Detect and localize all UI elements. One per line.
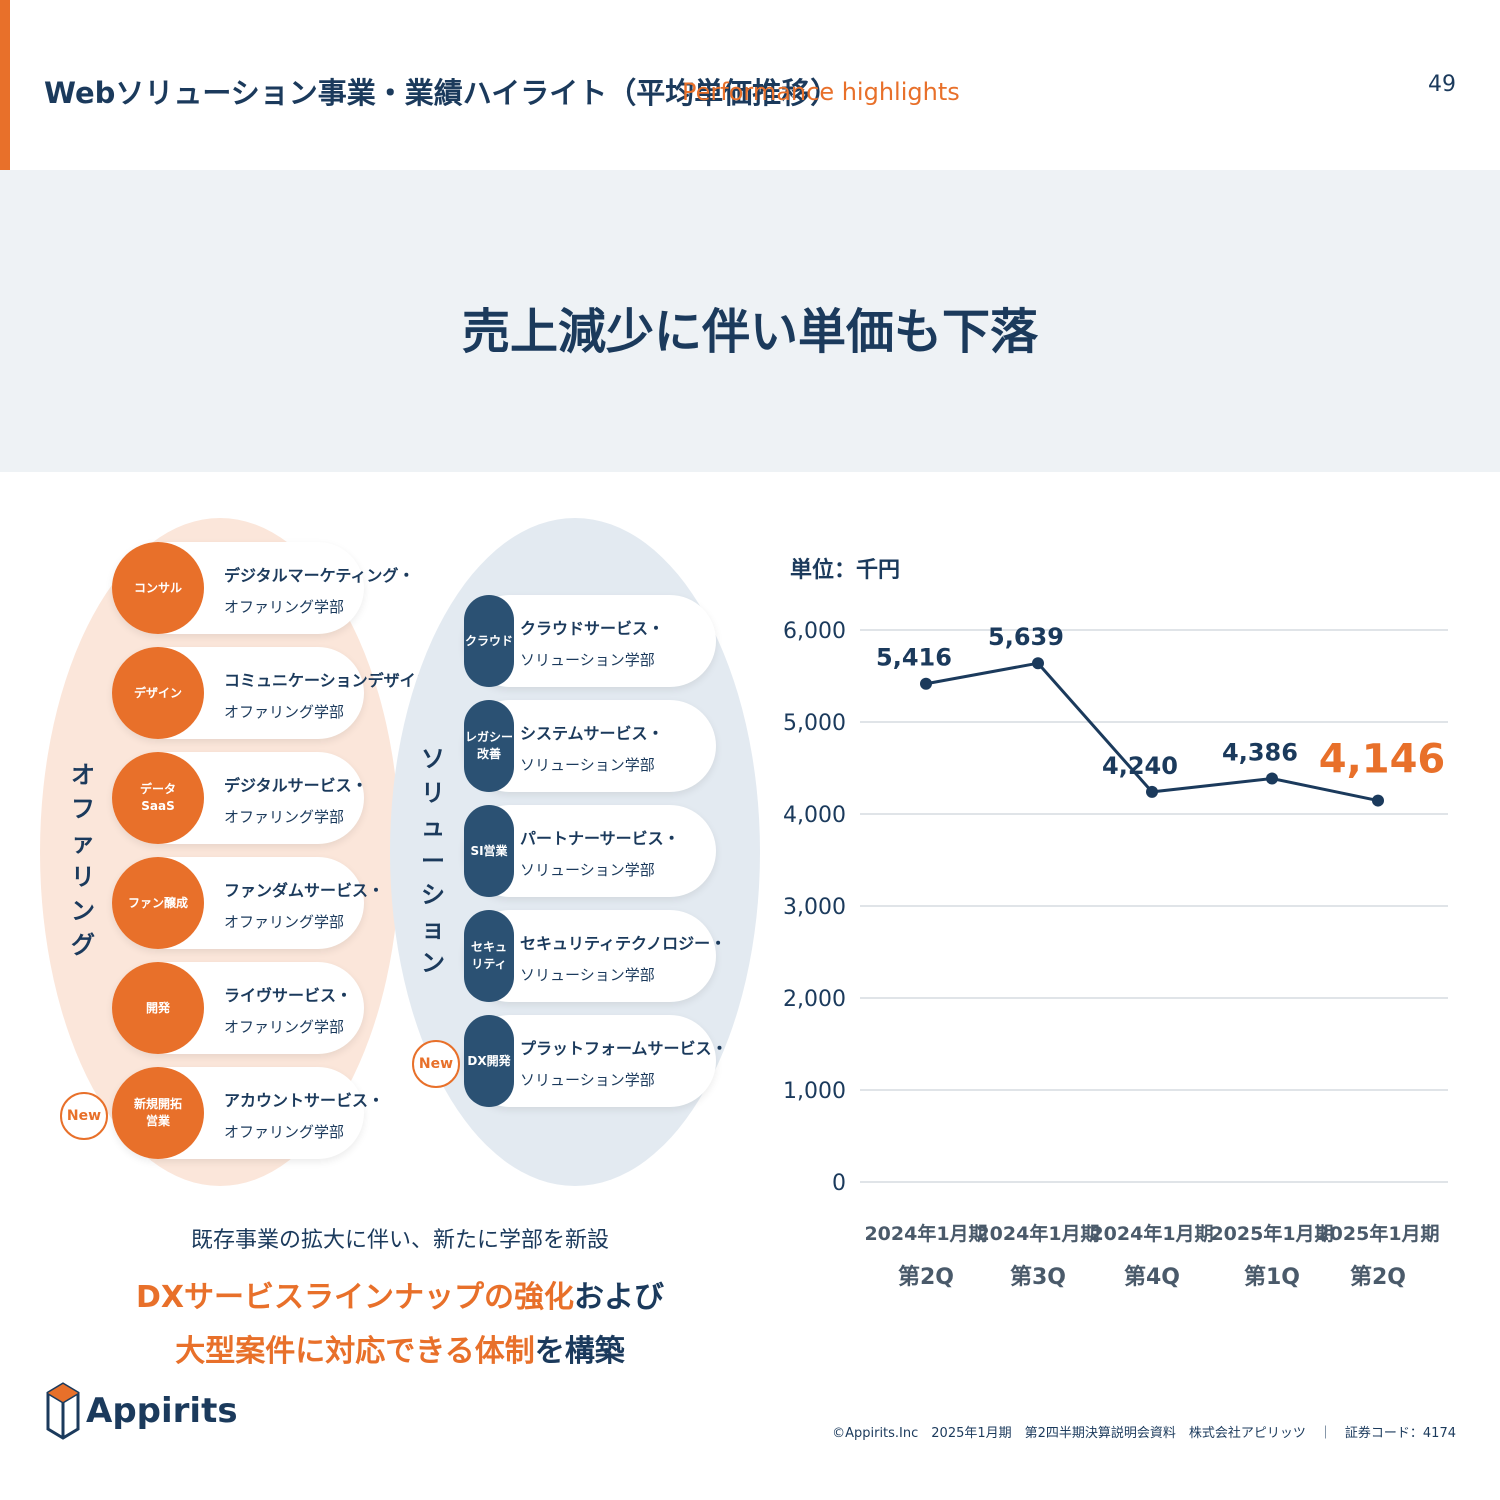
caption-line-2-rest: および (574, 1280, 665, 1315)
solution-card: セキュ リティ セキュリティテクノロジー・ ソリューション学部 (464, 910, 726, 1002)
x-tick-label-quarter: 第3Q (1010, 1264, 1066, 1290)
solution-card: レガシー 改善 システムサービス・ ソリューション学部 (464, 700, 716, 792)
data-point (1372, 794, 1384, 807)
offer-card: 新規開拓 営業 アカウントサービス・ オファリング学部 (112, 1067, 384, 1159)
y-tick-label: 5,000 (783, 711, 846, 736)
headline: 売上減少に伴い単価も下落 (461, 304, 1038, 360)
data-point (920, 677, 932, 690)
offering-label: オファリング (71, 761, 95, 959)
x-tick-label-year: 2025年1月期 (1316, 1222, 1439, 1245)
y-tick-label: 0 (832, 1171, 846, 1196)
card-title: デジタルマーケティング・ (224, 566, 415, 585)
card-subtitle: ソリューション学部 (520, 651, 655, 669)
card-subtitle: オファリング学部 (224, 913, 345, 931)
page-title: Webソリューション事業・業績ハイライト（平均単価推移） (44, 76, 840, 110)
card-title: クラウドサービス・ (520, 619, 665, 638)
card-title: システムサービス・ (520, 724, 664, 743)
solution-label: ソリューション (421, 745, 445, 977)
card-title: デジタルサービス・ (224, 776, 368, 795)
solution-card: クラウド クラウドサービス・ ソリューション学部 (464, 595, 716, 687)
x-tick-label-year: 2024年1月期 (864, 1222, 987, 1245)
y-tick-label: 3,000 (783, 895, 846, 920)
card-tag-circle: DX開発 (464, 1015, 514, 1107)
card-title: コミュニケーションデザイン・ (224, 671, 448, 690)
logo-text: Appirits (86, 1391, 238, 1431)
card-tag-circle: SI営業 (464, 805, 514, 897)
card-tag-circle: レガシー 改善 (464, 700, 514, 792)
caption-line-3: 大型案件に対応できる体制を構築 (0, 1326, 800, 1370)
y-tick-label: 2,000 (783, 987, 846, 1012)
accent-bar (0, 0, 10, 170)
footer-text: ©Appirits.Inc 2025年1月期 第2四半期決算説明会資料 株式会社… (832, 1426, 1456, 1441)
card-subtitle: ソリューション学部 (520, 1071, 655, 1089)
card-subtitle: オファリング学部 (224, 598, 345, 616)
offer-card: データ SaaS デジタルサービス・ オファリング学部 (112, 752, 368, 844)
card-subtitle: オファリング学部 (224, 703, 345, 721)
series-line (925, 661, 1379, 803)
x-tick-label-year: 2024年1月期 (1090, 1222, 1213, 1245)
card-tag-circle: データ SaaS (112, 752, 204, 844)
card-title: パートナーサービス・ (520, 829, 680, 848)
x-tick-label-quarter: 第1Q (1244, 1264, 1300, 1290)
solution-card: SI営業 パートナーサービス・ ソリューション学部 (464, 805, 716, 897)
cube-logo-icon (46, 1382, 80, 1440)
x-tick-label-quarter: 第4Q (1124, 1264, 1180, 1290)
data-label: 4,146 (1319, 737, 1446, 783)
new-badge-solution: New (412, 1040, 460, 1088)
offer-card: 開発 ライヴサービス・ オファリング学部 (112, 962, 364, 1054)
card-tag-circle: 開発 (112, 962, 204, 1054)
new-badge-offering: New (60, 1092, 108, 1140)
y-tick-label: 1,000 (783, 1079, 846, 1104)
x-tick-label-quarter: 第2Q (1350, 1264, 1406, 1290)
y-tick-label: 6,000 (783, 619, 846, 644)
card-subtitle: オファリング学部 (224, 808, 345, 826)
caption-line-3-highlight: 大型案件に対応できる体制 (175, 1334, 535, 1369)
x-tick-label-quarter: 第2Q (898, 1264, 954, 1290)
card-tag-circle: デザイン (112, 647, 204, 739)
page-subtitle: Performance highlights (682, 78, 960, 106)
caption-line-1: 既存事業の拡大に伴い、新たに学部を新設 (190, 1228, 609, 1253)
card-tag-circle: クラウド (464, 595, 514, 687)
offer-card: ファン醸成 ファンダムサービス・ オファリング学部 (112, 857, 384, 949)
card-title: ライヴサービス・ (224, 986, 353, 1005)
card-title: セキュリティテクノロジー・ (520, 934, 727, 953)
data-label: 4,386 (1222, 738, 1298, 766)
page-number: 49 (1428, 72, 1456, 97)
card-subtitle: オファリング学部 (224, 1123, 345, 1141)
caption-line-2-highlight: DXサービスラインナップの強化 (135, 1280, 575, 1315)
data-point (1146, 785, 1158, 798)
data-label: 5,416 (876, 644, 952, 672)
data-point (1266, 772, 1278, 785)
data-label: 5,639 (988, 623, 1064, 651)
card-subtitle: ソリューション学部 (520, 756, 655, 774)
x-tick-label-year: 2025年1月期 (1210, 1222, 1333, 1245)
card-tag-circle: セキュ リティ (464, 910, 514, 1002)
data-label: 4,240 (1102, 752, 1178, 780)
company-logo: Appirits (46, 1382, 238, 1440)
average-price-line-chart: 0 1,000 2,000 3,000 4,000 5,000 6,000 5,416 5,63… (783, 619, 1448, 1290)
offer-card: デザイン コミュニケーションデザイン・ オファリング学部 (112, 647, 448, 739)
card-subtitle: ソリューション学部 (520, 966, 655, 984)
card-title: プラットフォームサービス・ (520, 1039, 728, 1058)
solution-card: DX開発 プラットフォームサービス・ ソリューション学部 (464, 1015, 728, 1107)
offer-card: コンサル デジタルマーケティング・ オファリング学部 (112, 542, 414, 634)
x-tick-label-year: 2024年1月期 (976, 1222, 1099, 1245)
card-tag-circle: コンサル (112, 542, 204, 634)
card-tag-circle: ファン醸成 (112, 857, 204, 949)
card-title: アカウントサービス・ (224, 1091, 385, 1110)
data-point (1032, 657, 1044, 670)
card-title: ファンダムサービス・ (224, 881, 385, 900)
y-tick-label: 4,000 (783, 803, 846, 828)
card-subtitle: オファリング学部 (224, 1018, 345, 1036)
caption-line-2: DXサービスラインナップの強化および (0, 1272, 800, 1316)
card-tag-circle: 新規開拓 営業 (112, 1067, 204, 1159)
caption-line-3-rest: を構築 (534, 1334, 625, 1369)
card-subtitle: ソリューション学部 (520, 861, 655, 879)
headline-banner: 売上減少に伴い単価も下落 (0, 170, 1500, 472)
chart-unit-label: 単位：千円 (790, 558, 901, 583)
